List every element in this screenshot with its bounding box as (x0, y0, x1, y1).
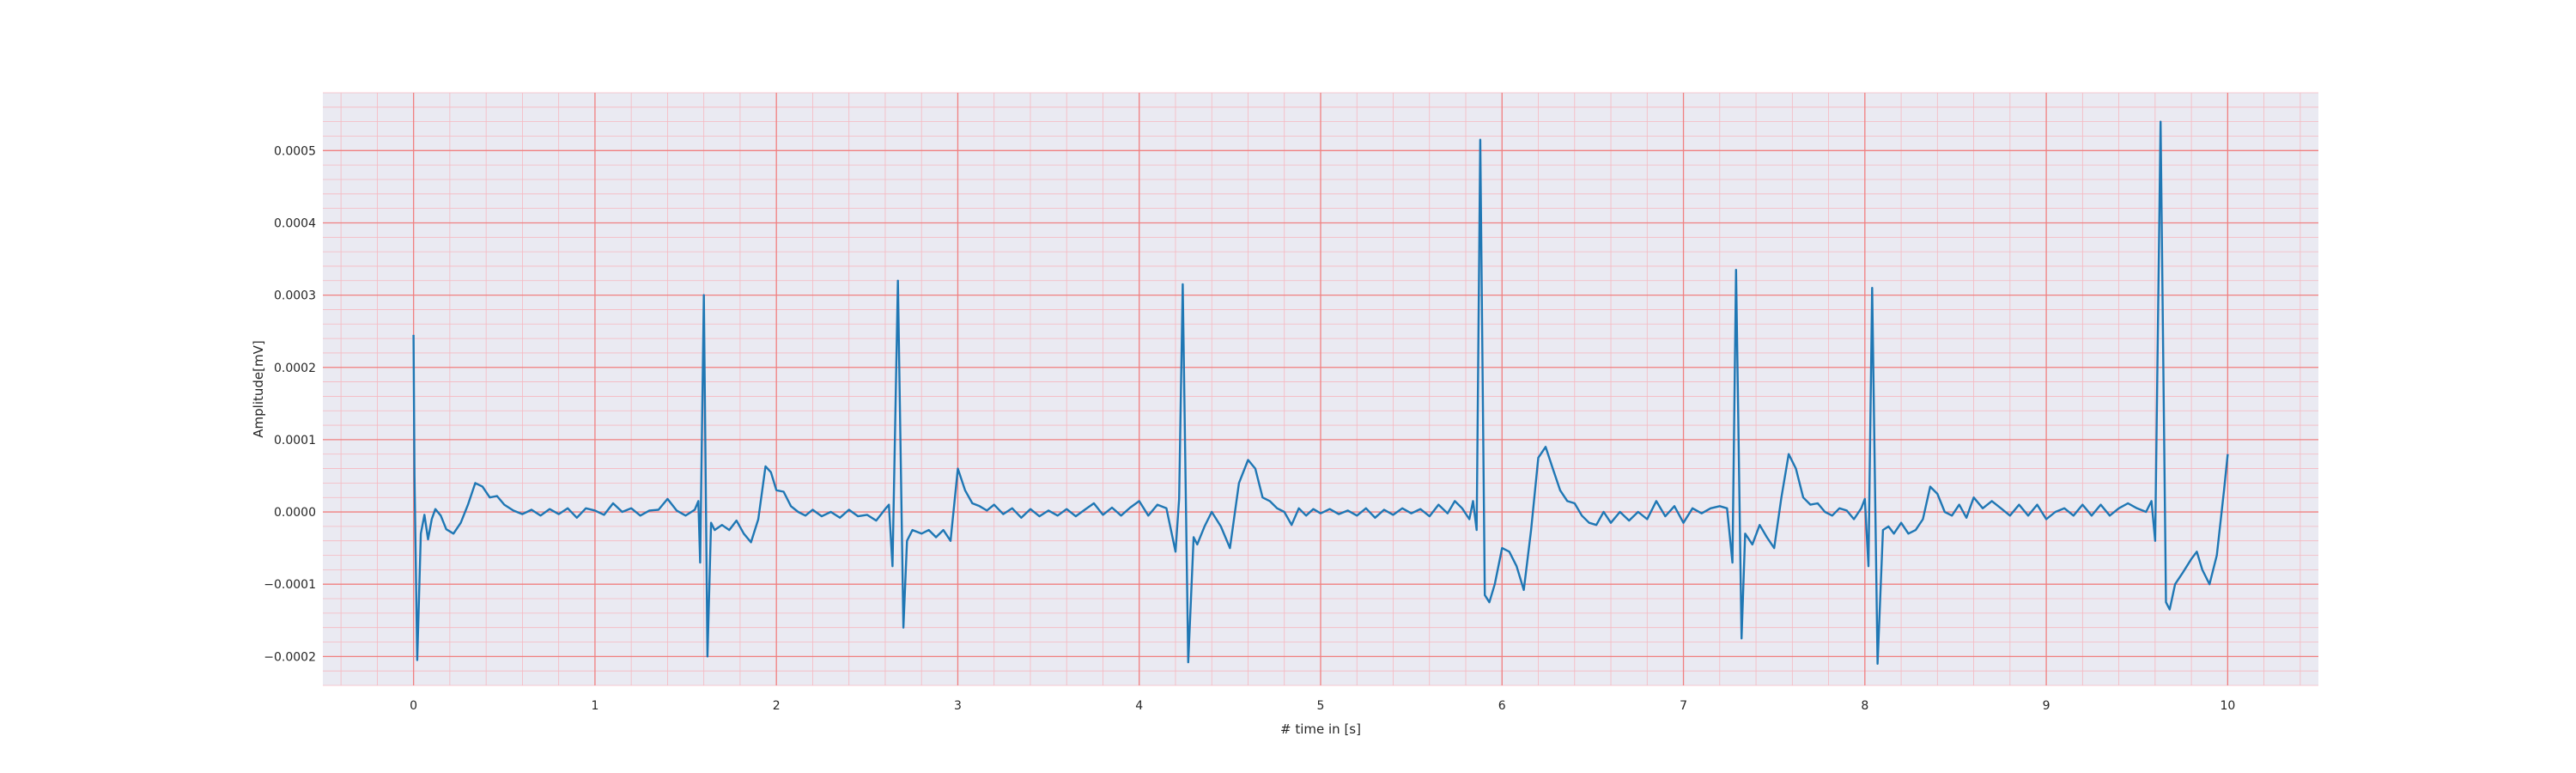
y-tick-label: −0.0002 (264, 650, 316, 664)
y-tick-label: 0.0000 (274, 506, 316, 520)
x-axis-label: # time in [s] (1280, 721, 1361, 737)
ecg-signal-line (412, 120, 2229, 665)
x-tick-label: 10 (2220, 699, 2235, 713)
major-grid (323, 93, 2318, 685)
y-tick-label: 0.0003 (274, 289, 316, 303)
x-axis-tick-labels: 0 1 2 3 4 5 6 7 8 9 10 (410, 699, 2235, 713)
x-tick-label: 1 (591, 699, 598, 713)
x-tick-label: 8 (1861, 699, 1868, 713)
x-tick-label: 3 (954, 699, 962, 713)
x-tick-label: 9 (2043, 699, 2050, 713)
y-tick-label: 0.0005 (274, 144, 316, 158)
x-tick-label: 2 (773, 699, 781, 713)
x-tick-label: 4 (1135, 699, 1143, 713)
y-tick-label: −0.0001 (264, 578, 316, 592)
y-tick-label: 0.0004 (274, 216, 316, 230)
x-tick-label: 6 (1498, 699, 1506, 713)
x-tick-label: 7 (1680, 699, 1687, 713)
x-tick-label: 5 (1317, 699, 1325, 713)
y-axis-label: Amplitude[mV] (251, 340, 266, 437)
y-tick-label: 0.0002 (274, 362, 316, 375)
y-axis-tick-labels: −0.0002 −0.0001 0.0000 0.0001 0.0002 0.0003 0.… (264, 144, 316, 664)
y-tick-label: 0.0001 (274, 434, 316, 447)
x-tick-label: 0 (410, 699, 417, 713)
